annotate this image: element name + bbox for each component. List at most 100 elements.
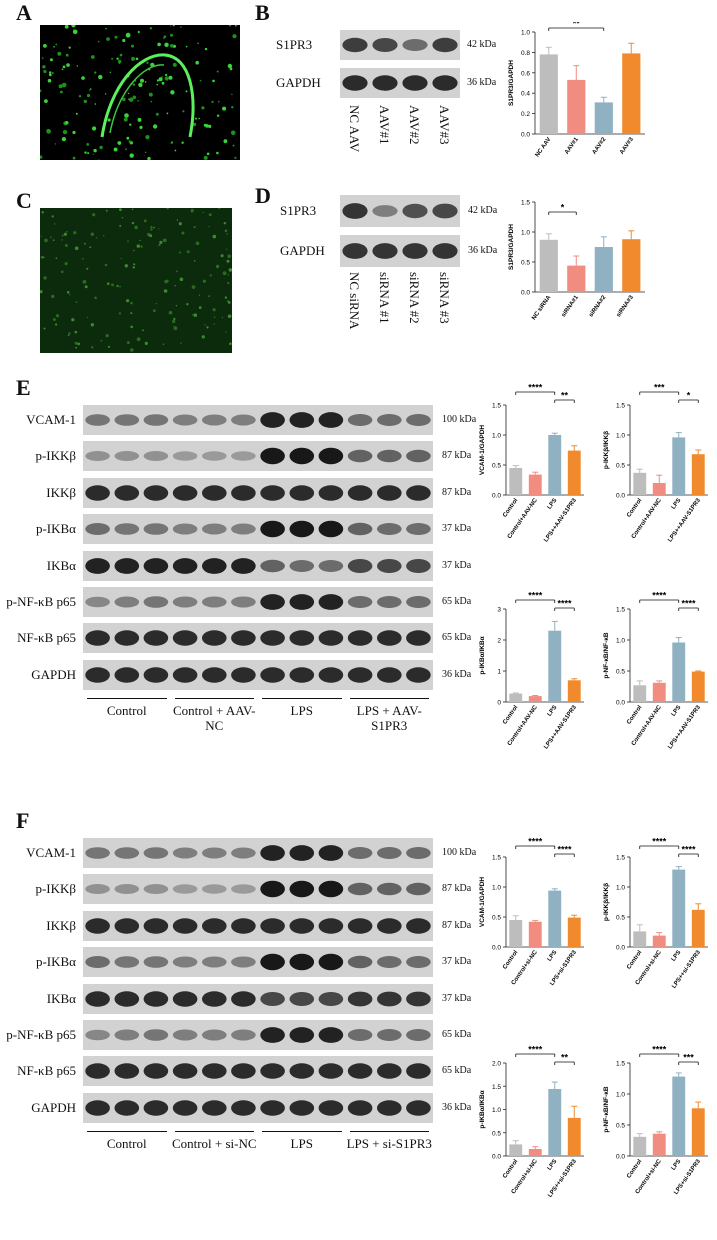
blot-band: [289, 520, 315, 538]
blot-band: [231, 485, 256, 501]
cell-dot: [62, 129, 68, 135]
blot-band: [172, 557, 198, 574]
cell-dot: [66, 230, 68, 233]
blot-band: [172, 414, 198, 426]
cell-dot: [49, 58, 53, 62]
cell-dot: [98, 74, 103, 80]
blot-band: [231, 1100, 256, 1116]
blot-band: [377, 1063, 402, 1080]
cell-dot: [199, 79, 202, 82]
bar: [672, 437, 686, 495]
blot-band: [289, 991, 315, 1006]
cell-dot: [158, 228, 160, 230]
blot-band: [114, 1029, 140, 1041]
blot-band: [289, 630, 315, 647]
blot-strip: [340, 30, 460, 60]
y-tick-label: 1.5: [616, 855, 625, 862]
blot-band: [143, 523, 169, 535]
kda-label: 65 kDa: [442, 1029, 472, 1040]
blot-band: [377, 847, 402, 859]
category-label: LPS: [671, 498, 683, 511]
kda-label: 87 kDa: [442, 450, 472, 462]
cell-dot: [142, 329, 144, 332]
cell-dot: [208, 226, 210, 228]
blot-band: [289, 412, 315, 428]
cell-dot: [127, 240, 129, 243]
cell-dot: [227, 314, 232, 318]
cell-dot: [209, 274, 212, 277]
cell-dot: [226, 233, 228, 235]
kda-label: 87 kDa: [442, 919, 472, 931]
cell-dot: [158, 243, 161, 247]
cell-dot: [90, 55, 95, 59]
blot-band: [85, 451, 110, 462]
bar: [567, 680, 581, 702]
cell-dot: [139, 125, 143, 129]
blot-band: [202, 990, 227, 1007]
blot-band: [402, 75, 428, 91]
cell-dot: [60, 90, 63, 94]
cell-dot: [44, 99, 48, 103]
cell-dot: [62, 65, 66, 69]
cell-dot: [178, 222, 182, 226]
blot-band: [231, 990, 256, 1007]
cell-dot: [212, 234, 217, 239]
kda-label: 42 kDa: [467, 39, 497, 50]
kda-label: 37 kDa: [442, 523, 472, 535]
cell-dot: [176, 219, 179, 221]
bar: [539, 239, 558, 292]
y-tick-label: 1.5: [492, 855, 501, 862]
chart-f2: 0.00.51.01.5p-IKKβ/IKKβControlControl+si…: [603, 837, 708, 990]
cell-dot: [131, 208, 134, 211]
y-tick-label: 1.0: [616, 638, 625, 645]
blot-band: [114, 847, 140, 859]
y-tick-label: 0.6: [521, 70, 530, 77]
blot-band: [289, 1027, 315, 1043]
blot-band: [377, 485, 402, 501]
y-tick-label: 1.0: [616, 885, 625, 892]
category-label: siRNA#1: [561, 294, 580, 318]
blot-band: [318, 485, 344, 501]
y-tick-label: 1.5: [521, 200, 530, 207]
blot-band: [406, 485, 431, 501]
group-underline: [262, 1131, 342, 1133]
cell-dot: [100, 339, 103, 342]
cell-dot: [172, 25, 175, 27]
cell-dot: [132, 83, 136, 86]
blot-band: [231, 557, 256, 574]
cell-dot: [40, 155, 43, 159]
kda-label: 100 kDa: [442, 414, 477, 425]
kda-label: 42 kDa: [468, 205, 498, 216]
cell-dot: [164, 76, 169, 81]
y-tick-label: 0.0: [521, 290, 530, 297]
cell-dot: [65, 53, 69, 57]
cell-dot: [114, 35, 118, 39]
cell-dot: [132, 95, 137, 100]
blot-band: [377, 1100, 402, 1116]
blot-band: [114, 485, 140, 501]
blot-band: [318, 1063, 344, 1080]
kda-label: 100 kDa: [442, 847, 477, 858]
cell-dot: [132, 266, 135, 269]
blot-band: [143, 630, 169, 647]
blot-label: GAPDH: [31, 666, 76, 682]
blot-band: [231, 667, 256, 683]
cell-dot: [226, 248, 228, 251]
category-label: LPS: [671, 1159, 683, 1172]
blot-band: [172, 1063, 198, 1080]
blot-strip: [83, 838, 433, 868]
group-underline: [349, 1131, 429, 1133]
y-tick-label: 0.0: [616, 493, 625, 500]
blot-band: [318, 845, 344, 861]
blot-band: [143, 918, 169, 934]
cell-dot: [179, 251, 181, 254]
y-axis-label: p-NF-κB/NF-κB: [603, 1086, 610, 1133]
blot-band: [114, 956, 140, 968]
y-axis-label: S1PR3/GAPDH: [508, 60, 515, 106]
blot-band: [289, 1100, 315, 1116]
blot-label: IKBα: [46, 557, 76, 573]
blot-band: [260, 1027, 285, 1043]
category-label: Control: [502, 949, 519, 970]
y-axis-label: VCAM-1/GAPDH: [479, 425, 486, 476]
panel-letter-d: D: [255, 183, 271, 208]
